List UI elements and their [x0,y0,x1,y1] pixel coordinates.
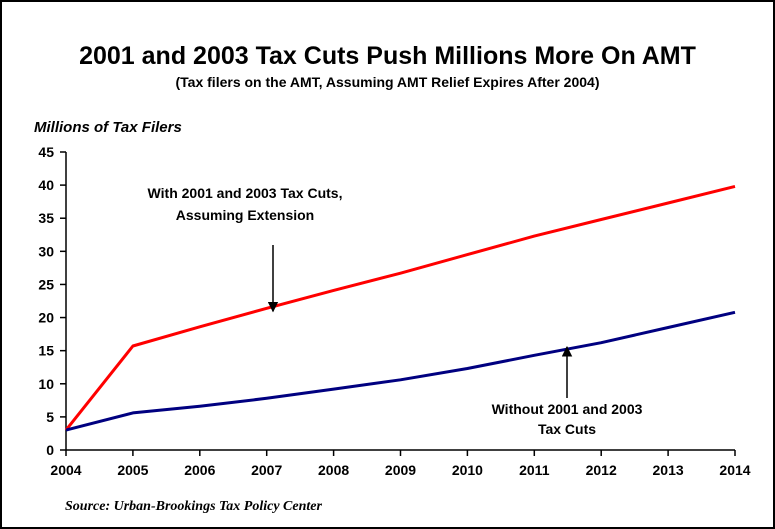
annotation-1-line-1: With 2001 and 2003 Tax Cuts, [148,185,343,201]
x-tick-label: 2007 [251,462,282,478]
x-tick-label: 2014 [719,462,750,478]
y-tick-label: 40 [38,177,54,193]
x-tick-label: 2004 [50,462,81,478]
annotation-2-line-1: Without 2001 and 2003 [492,401,643,417]
x-tick-label: 2009 [385,462,416,478]
y-tick-label: 30 [38,243,54,259]
source-note: Source: Urban-Brookings Tax Policy Cente… [65,499,322,514]
x-tick-label: 2008 [318,462,349,478]
series-line-without-tax-cuts [65,310,736,432]
y-tick-label: 15 [38,343,54,359]
x-tick-label: 2006 [184,462,215,478]
y-tick-label: 10 [38,376,54,392]
x-tick-label: 2005 [117,462,148,478]
annotation-1-line-2: Assuming Extension [176,207,314,223]
y-tick-label: 35 [38,210,54,226]
x-tick-label: 2012 [586,462,617,478]
x-tick-label: 2013 [653,462,684,478]
series-line-with-tax-cuts [64,184,736,432]
y-tick-label: 0 [46,442,54,458]
y-axis-label: Millions of Tax Filers [34,119,182,136]
y-tick-label: 45 [38,144,54,160]
x-tick-label: 2010 [452,462,483,478]
x-tick-label: 2011 [519,462,550,478]
chart-title: 2001 and 2003 Tax Cuts Push Millions Mor… [79,42,696,70]
y-tick-label: 20 [38,310,54,326]
annotation-2-line-2: Tax Cuts [538,421,596,437]
y-tick-label: 25 [38,276,54,292]
chart-subtitle: (Tax filers on the AMT, Assuming AMT Rel… [175,74,600,90]
y-tick-label: 5 [46,409,54,425]
